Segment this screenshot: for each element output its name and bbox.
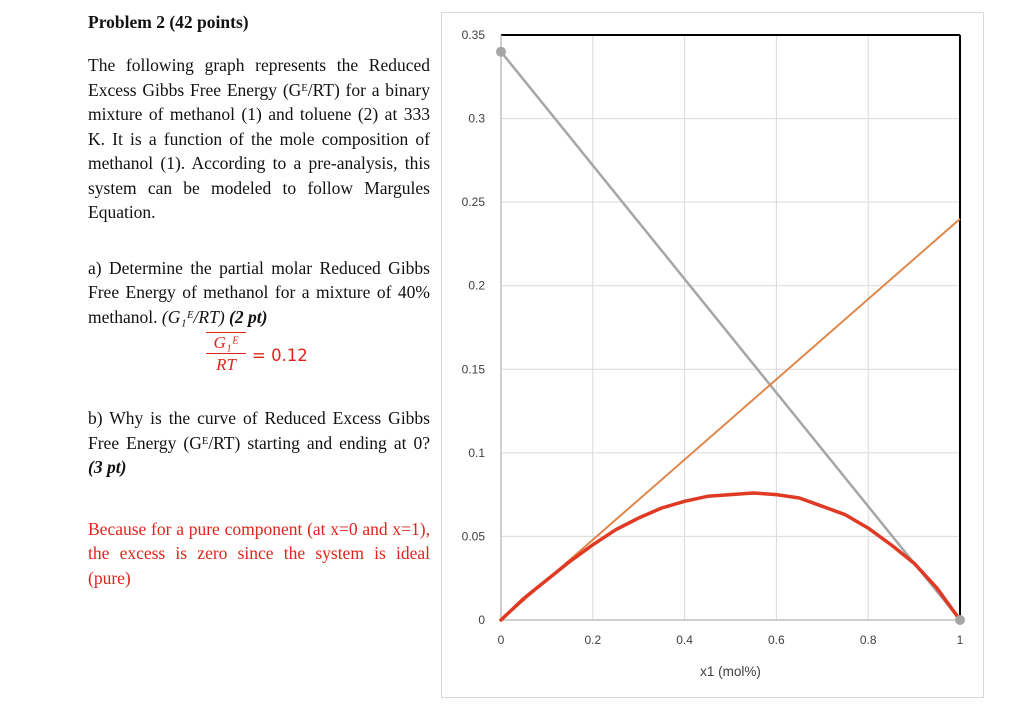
y-tick-label: 0.2 [468,279,485,293]
y-tick-label: 0.35 [462,28,486,42]
chart-container: 0 0.05 0.1 0.15 0.2 0.25 0.3 0.35 0 0.2 0.4 0.6 0.8 1… [441,12,984,698]
y-tick-label: 0.15 [462,362,486,376]
part-a-question: a) Determine the partial molar Reduced G… [88,256,430,330]
x-tick-label: 0.8 [860,633,877,647]
problem-title: Problem 2 (42 points) [88,12,249,32]
x-tick-label: 0.2 [584,633,601,647]
x-tick-label: 1 [957,633,964,647]
answer-a-numerator: G₁ᴱ [206,332,246,353]
series-line-chord [500,50,961,621]
x-tick-label: 0.6 [768,633,785,647]
answer-a-value: = 0.12 [252,346,308,365]
y-tick-label: 0.25 [462,195,486,209]
x-axis-label: x1 (mol%) [700,664,761,679]
problem-intro: The following graph represents the Reduc… [88,55,430,222]
series-line-tangent [500,218,961,621]
part-b-points: (3 pt) [88,457,127,477]
x-tick-label: 0 [498,633,505,647]
y-tick-label: 0 [478,613,485,627]
data-point-marker [955,615,965,625]
answer-b: Because for a pure component (at x=0 and… [88,518,430,588]
series-line-ge-rt [499,491,962,622]
part-a-points: (2 pt) [229,306,268,327]
y-tick-label: 0.3 [468,112,485,126]
answer-a-fraction: G₁ᴱ RT [206,332,246,376]
part-b-question: b) Why is the curve of Reduced Excess Gi… [88,406,430,480]
y-tick-label: 0.05 [462,529,486,543]
part-a-text: a) Determine the partial molar Reduced G… [88,257,430,327]
answer-a-denominator: RT [206,353,246,376]
gibbs-energy-chart: 0 0.05 0.1 0.15 0.2 0.25 0.3 0.35 0 0.2 0.4 0.6 0.8 1… [462,28,965,679]
answer-a-equation: G₁ᴱ RT = 0.12 [88,332,430,392]
data-point-marker [496,46,506,57]
problem-text-panel: Problem 2 (42 points) The following grap… [88,12,430,590]
y-tick-label: 0.1 [468,446,485,460]
part-b-text: b) Why is the curve of Reduced Excess Gi… [88,408,430,453]
x-tick-label: 0.4 [676,633,693,647]
part-a-expression: (G₁ᴱ/RT) [161,306,225,327]
